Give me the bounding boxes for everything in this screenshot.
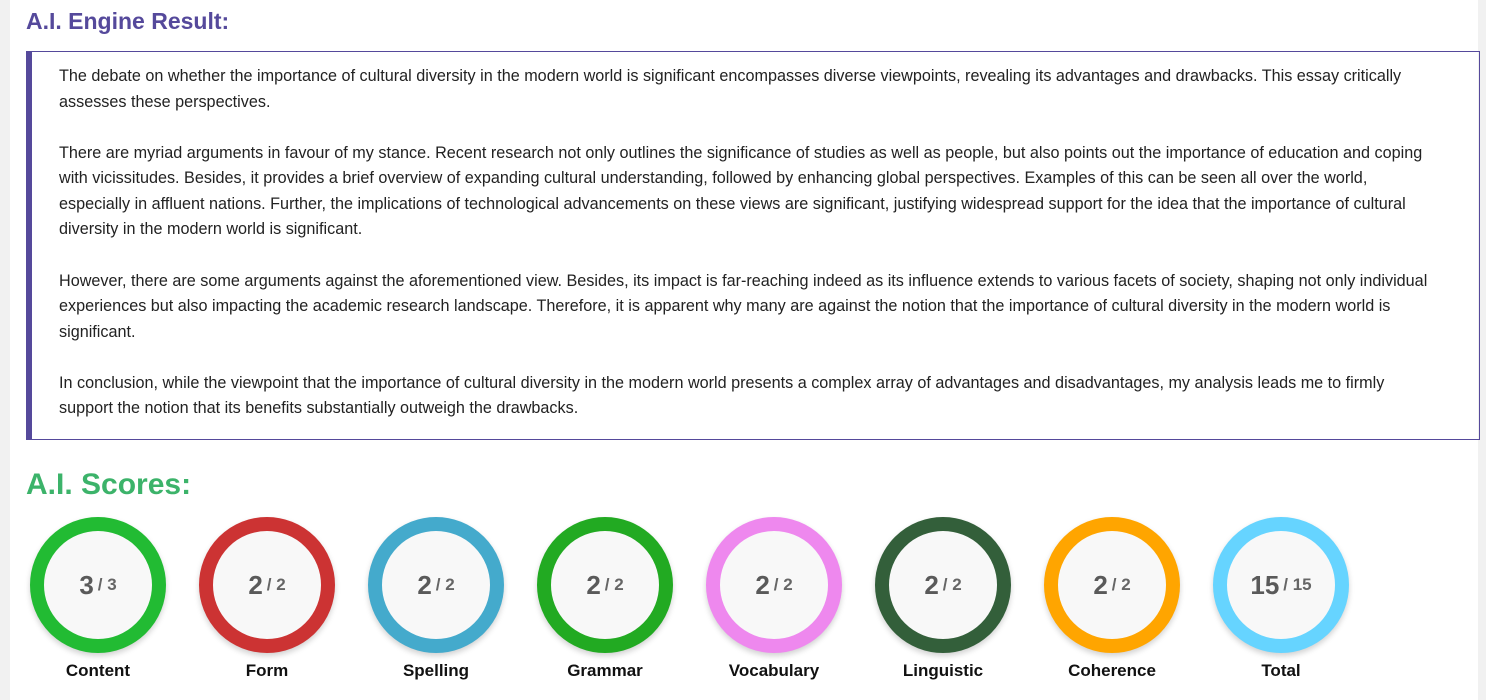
score-value: 3 [79, 569, 94, 600]
score-label: Spelling [402, 661, 470, 680]
score-value: 2 [755, 569, 770, 600]
score-label: Total [1261, 661, 1301, 680]
essay-paragraph: The debate on whether the importance of … [59, 67, 1402, 111]
score-ring: 2 / 2 [875, 517, 1011, 653]
score-value: 15 [1250, 569, 1280, 600]
score-max: / 2 [773, 575, 793, 594]
score-max: / 2 [604, 575, 624, 594]
scores-heading: A.I. Scores: [26, 468, 192, 501]
score-value: 2 [586, 569, 601, 600]
score-content: 3 / 3 Content [30, 517, 166, 681]
score-max: / 2 [942, 575, 962, 594]
score-max: / 2 [435, 575, 455, 594]
score-ring: 2 / 2 [199, 517, 335, 653]
score-max: / 3 [97, 575, 117, 594]
score-value: 2 [1093, 569, 1108, 600]
score-label: Coherence [1068, 661, 1156, 680]
score-value: 2 [924, 569, 939, 600]
score-label: Vocabulary [728, 661, 820, 680]
score-ring: 2 / 2 [1044, 517, 1180, 653]
score-value: 2 [248, 569, 263, 600]
score-ring: 2 / 2 [537, 517, 673, 653]
engine-result-heading: A.I. Engine Result: [26, 8, 230, 34]
score-label: Linguistic [902, 661, 984, 680]
score-coherence: 2 / 2 Coherence [1044, 517, 1180, 681]
score-ring: 2 / 2 [368, 517, 504, 653]
score-label: Form [245, 661, 289, 680]
essay-paragraph: However, there are some arguments agains… [59, 271, 1428, 341]
page: A.I. Engine Result: The debate on whethe… [10, 0, 1480, 700]
score-form: 2 / 2 Form [199, 517, 335, 681]
score-ring: 15 / 15 [1213, 517, 1349, 653]
score-label: Content [65, 661, 131, 680]
score-ring: 2 / 2 [706, 517, 842, 653]
essay-paragraph: There are myriad arguments in favour of … [59, 143, 1423, 239]
score-vocabulary: 2 / 2 Vocabulary [706, 517, 842, 681]
score-max: / 2 [266, 575, 286, 594]
score-ring: 3 / 3 [30, 517, 166, 653]
score-spelling: 2 / 2 Spelling [368, 517, 504, 681]
score-linguistic: 2 / 2 Linguistic [875, 517, 1011, 681]
score-grammar: 2 / 2 Grammar [537, 517, 673, 681]
score-max: / 15 [1283, 575, 1312, 594]
score-total: 15 / 15 Total [1213, 517, 1349, 681]
score-max: / 2 [1111, 575, 1131, 594]
score-value: 2 [417, 569, 432, 600]
score-label: Grammar [567, 661, 643, 680]
essay-result-box: The debate on whether the importance of … [26, 51, 1480, 440]
essay-paragraph: In conclusion, while the viewpoint that … [59, 373, 1385, 418]
